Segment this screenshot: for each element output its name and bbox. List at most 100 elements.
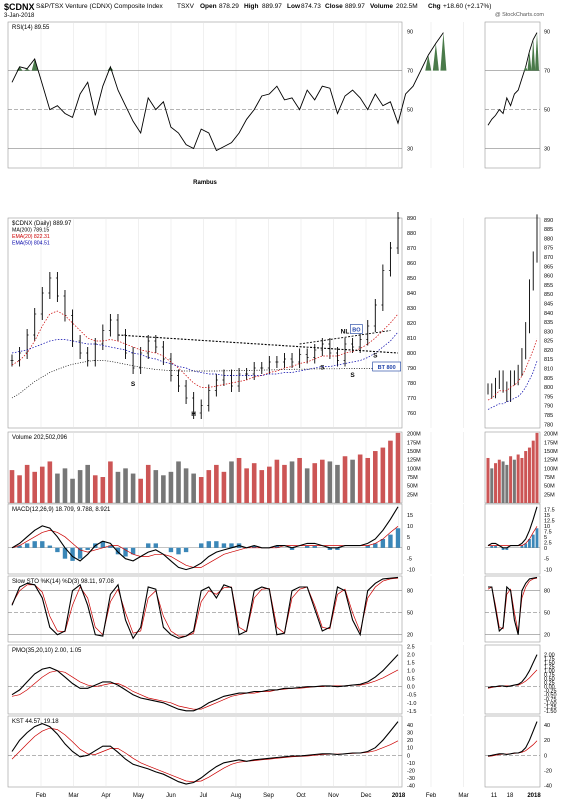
macd-y-tick: -10 [407,568,415,574]
pmo-zoom-y-tick: 0.50 [544,677,555,683]
macd-histogram-bar [40,541,45,548]
macd-y-tick: 15 [407,513,413,519]
price-zoom-y-tick: 835 [544,320,553,326]
x-tick-label: Dec [361,793,372,799]
macd-histogram-bar [327,547,333,550]
volume-bar [168,471,174,503]
volume-y-tick: 50M [407,484,418,490]
pmo-zoom-y-tick: -0.25 [544,689,557,695]
pmo-y-tick: 1.5 [407,661,415,667]
zoom-x-tick-label: 2018 [527,793,541,799]
macd-histogram-bar [85,547,90,550]
volume-bar [77,470,83,503]
rsi-zoom-y-tick: 90 [544,30,550,36]
rsi-y-tick: 90 [407,30,413,36]
volume-zoom-y-tick: 100M [544,466,558,472]
zoom-volume-bar [516,454,520,503]
price-zoom-y-tick: 830 [544,329,553,335]
volume-bar [335,464,340,503]
watermark: @ StockCharts.com [495,12,544,18]
price-legend-1: MA(200) 789.15 [12,228,49,234]
pmo-zoom-y-tick: 0.75 [544,673,555,679]
x-tick-label: Jul [200,793,208,799]
chg-label: Chg [428,3,441,10]
pmo-zoom-frame [484,644,541,715]
volume-bar [115,471,121,503]
rsi-y-tick: 30 [407,147,413,153]
macd-y-tick: 10 [407,524,413,530]
volume-bar [183,468,189,503]
volume-bar [108,461,113,503]
rsi-zoom-line [487,32,538,126]
rsi-overbought-fill [24,68,31,71]
volume-zoom-y-tick: 25M [544,492,555,498]
volume-bar [267,466,272,503]
zoom-volume-bar [501,461,505,503]
zoom-volume-bar [486,457,490,503]
x-tick-label: Sep [263,793,274,799]
high-label: High [244,3,259,10]
close-value: 889.97 [345,3,365,10]
volume-bar [198,477,204,503]
macd-histogram-bar [199,543,204,548]
price-y-tick: 830 [407,306,416,312]
kst-zoom-y-tick: -20 [544,768,552,774]
price-zoom-y-tick: 855 [544,283,553,289]
price-panel-frame [7,217,403,429]
zoom-ema50-line [487,360,538,410]
price-y-tick: 850 [407,276,416,282]
price-zoom-y-tick: 820 [544,348,553,354]
pattern-label: S [373,353,378,360]
pattern-label: S [131,381,136,388]
x-tick-label: Aug [231,793,242,799]
pmo-y-tick: 0.0 [407,685,415,691]
pmo-y-tick: -1.5 [407,709,416,715]
volume-bar [304,468,310,503]
price-zoom-y-tick: 785 [544,413,553,419]
zoom-volume-bar [520,457,524,503]
macd-histogram-bar [70,547,75,561]
volume-zoom-frame [484,431,541,504]
ema50-line [11,331,399,376]
price-y-tick: 820 [407,321,416,327]
volume-bar [357,454,363,503]
pmo-signal-line [11,669,399,710]
rsi-y-tick: 50 [407,108,413,114]
zoom-x-tick-label: 11 [491,793,498,799]
stochastic-legend-0: Slow STO %K(14) %D(3) 98.11, 97.08 [12,579,114,585]
zoom-volume-bar [524,451,528,503]
macd-zoom-y-tick: 15 [544,513,550,519]
price-y-tick: 770 [407,396,416,402]
price-zoom-y-tick: 875 [544,246,553,252]
zoom-macd-histogram-bar [535,528,539,548]
price-zoom-y-tick: 870 [544,255,553,261]
volume-bar [92,475,98,503]
zoom-volume-bar [531,440,535,503]
rsi-line [11,32,444,152]
pattern-label: S [320,365,325,372]
macd-histogram-bar [365,545,370,548]
x-tick-label: Feb [426,793,437,799]
volume-bar [176,461,181,503]
macd-histogram-bar [168,547,174,553]
pattern-label: H [191,411,196,418]
volume-bar [289,461,295,503]
price-y-tick: 880 [407,231,416,237]
macd-line [11,506,399,571]
rsi-zoom-overbought-fill [535,32,539,71]
macd-zoom-y-tick: 12.5 [544,518,555,524]
zoom-volume-bar [512,459,516,503]
macd-zoom-y-tick: -10 [544,568,552,574]
pmo-zoom-y-tick: 1.50 [544,661,555,667]
volume-legend-0: Volume 202,502,096 [12,435,68,441]
price-legend-0: $CDNX (Daily) 889.97 [12,221,72,227]
callout-box [372,361,401,372]
macd-zoom-y-tick: -5 [544,557,549,563]
pattern-label: S [350,372,355,379]
stochastic-d-line [11,577,399,637]
kst-line [11,721,399,785]
volume-bar [123,468,128,503]
volume-bar [395,432,401,503]
price-zoom-y-tick: 850 [544,292,553,298]
